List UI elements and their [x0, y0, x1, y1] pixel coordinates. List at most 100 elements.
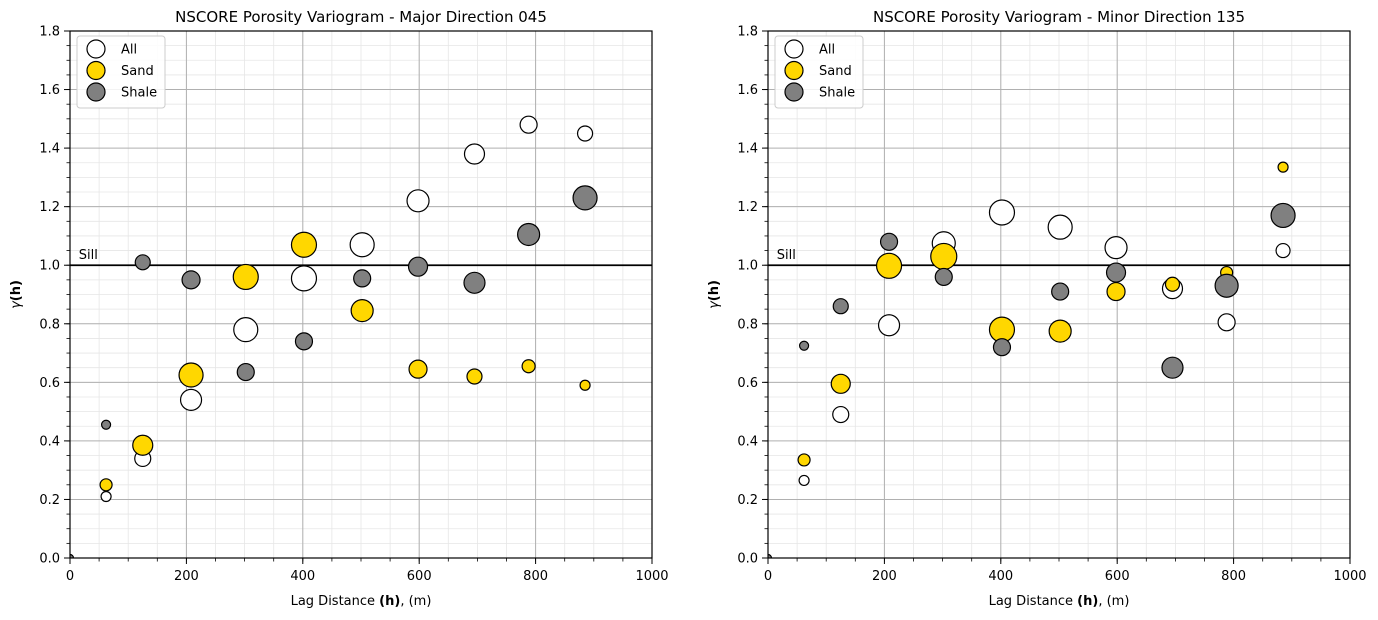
gridlines: [69, 30, 653, 559]
point-all-7: [463, 143, 486, 165]
x-tick-label: 200: [872, 569, 897, 584]
gridlines: [767, 30, 1351, 559]
y-axis-label-bold: (h): [9, 280, 24, 301]
legend: All Sand Shale: [76, 35, 166, 109]
point-shale-3: [879, 232, 899, 251]
legend-marker-sand: [86, 60, 106, 81]
point-all-5: [1047, 214, 1073, 240]
chart-title: NSCORE Porosity Variogram - Major Direct…: [175, 8, 547, 26]
point-shale-7: [1105, 262, 1127, 283]
point-shale-6: [353, 269, 372, 288]
point-sand-3: [930, 242, 958, 271]
point-shale-10: [572, 185, 598, 211]
x-tick-label: 800: [1221, 569, 1246, 584]
point-shale-0: [70, 553, 75, 558]
y-tick-label: 0.4: [737, 434, 758, 449]
data-points: [70, 115, 598, 558]
y-tick-label: 0.8: [39, 317, 60, 332]
axis-ticks: 0 200 400 600 800 1000 0.0 0.2 0.4 0.6 0.8 1.0 1.2 1.…: [737, 25, 1366, 585]
point-shale-8: [1161, 356, 1184, 379]
x-axis-label-bold: (h): [379, 594, 400, 609]
x-tick-label: 800: [523, 569, 548, 584]
point-all-6: [406, 189, 430, 213]
y-tick-label: 1.4: [737, 142, 758, 157]
x-tick-label: 600: [407, 569, 432, 584]
point-sand-9: [579, 379, 591, 391]
chart-panel-2: Sill 0 200 400 600 800 1000 0.0 0.2 0.4 0.6 0.8 1.0 1…: [707, 8, 1367, 609]
chart-panel-1: Sill 0 200 400 600 800 1000 0.0 0.2 0.4 0.6 0.8 1.0 1…: [9, 8, 669, 609]
x-axis-label-prefix: Lag Distance: [989, 594, 1078, 609]
y-tick-label: 0.6: [737, 376, 758, 391]
point-sand-6: [1106, 281, 1126, 302]
x-tick-label: 1000: [635, 569, 668, 584]
y-tick-label: 0.2: [737, 493, 758, 508]
point-all-0: [100, 490, 112, 503]
point-all-8: [1217, 313, 1236, 332]
point-all-4: [988, 199, 1016, 226]
x-axis-label-bold: (h): [1077, 594, 1098, 609]
y-tick-label: 0.4: [39, 434, 60, 449]
point-shale-9: [517, 222, 541, 247]
point-sand-0: [797, 453, 811, 467]
sill-label: Sill: [79, 248, 98, 263]
legend-marker-sand: [784, 60, 804, 81]
point-shale-0: [768, 553, 773, 558]
x-tick-label: 0: [764, 569, 772, 584]
legend-label-all: All: [819, 43, 835, 58]
point-sand-8: [521, 359, 536, 374]
point-sand-7: [466, 368, 483, 385]
point-sand-7: [1164, 276, 1181, 292]
point-shale-4: [236, 362, 255, 382]
legend-marker-shale: [784, 82, 804, 102]
legend-label-shale: Shale: [121, 86, 157, 101]
y-axis-label: γ(h): [9, 280, 24, 309]
point-sand-9: [1277, 161, 1289, 173]
legend-label-sand: Sand: [819, 64, 852, 79]
legend-label-shale: Shale: [819, 86, 855, 101]
y-tick-label: 0.0: [39, 552, 60, 567]
legend-label-sand: Sand: [121, 64, 154, 79]
point-all-8: [519, 115, 538, 134]
y-tick-label: 1.6: [737, 83, 758, 98]
x-tick-label: 1000: [1333, 569, 1366, 584]
x-tick-label: 400: [988, 569, 1013, 584]
y-tick-label: 1.0: [39, 259, 60, 274]
y-axis-label: γ(h): [707, 280, 722, 309]
x-tick-label: 200: [174, 569, 199, 584]
x-axis-label-suffix: , (m): [400, 594, 431, 609]
y-tick-label: 0.6: [39, 376, 60, 391]
y-tick-label: 0.8: [737, 317, 758, 332]
point-shale-4: [934, 267, 953, 287]
point-sand-1: [830, 373, 851, 394]
point-all-9: [576, 125, 594, 142]
y-axis-label-gamma: γ: [707, 300, 722, 309]
x-tick-label: 600: [1105, 569, 1130, 584]
point-shale-2: [134, 254, 151, 271]
x-axis-label-prefix: Lag Distance: [291, 594, 380, 609]
point-sand-0: [99, 478, 113, 492]
point-all-6: [1104, 236, 1128, 260]
point-shale-9: [1214, 273, 1239, 298]
legend-label-all: All: [121, 43, 137, 58]
point-all-5: [349, 232, 375, 258]
x-axis-label-suffix: , (m): [1098, 594, 1129, 609]
chart-title: NSCORE Porosity Variogram - Minor Direct…: [873, 8, 1245, 26]
point-all-1: [832, 405, 850, 424]
point-all-2: [877, 314, 901, 337]
point-shale-3: [181, 270, 201, 290]
point-shale-5: [294, 332, 314, 351]
point-shale-8: [463, 271, 486, 294]
y-tick-label: 1.2: [39, 200, 60, 215]
point-shale-1: [100, 419, 112, 430]
y-tick-label: 0.2: [39, 493, 60, 508]
y-tick-label: 1.6: [39, 83, 60, 98]
point-shale-6: [1051, 282, 1070, 301]
point-sand-6: [408, 359, 428, 379]
sill-label: Sill: [777, 248, 796, 263]
point-all-4: [290, 265, 318, 292]
y-axis-label-gamma: γ: [9, 300, 24, 309]
y-tick-label: 1.4: [39, 142, 60, 157]
y-axis-label-bold: (h): [707, 280, 722, 301]
point-sand-1: [132, 434, 154, 456]
